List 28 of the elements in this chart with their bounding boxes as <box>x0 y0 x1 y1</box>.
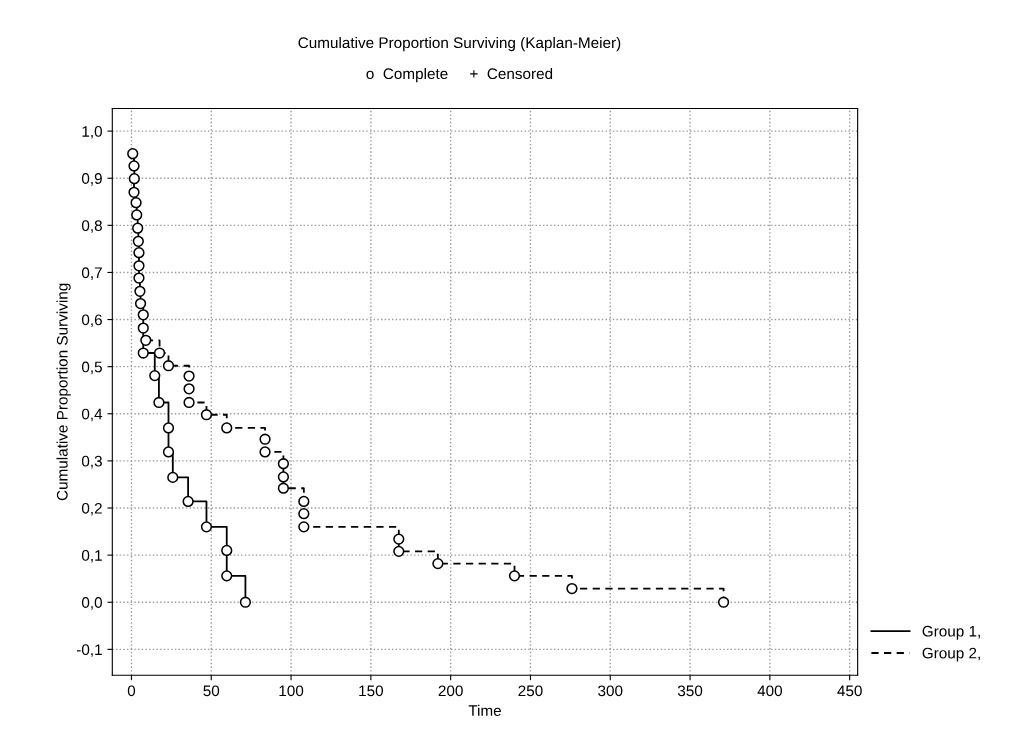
y-tick-label: -0,1 <box>76 644 102 657</box>
x-tick-label: 300 <box>598 685 623 697</box>
chart-title: Cumulative Proportion Surviving (Kaplan-Meier) <box>298 36 621 52</box>
x-tick-label: 450 <box>837 685 862 697</box>
x-tick-label: 50 <box>203 685 220 697</box>
x-tick-label: 100 <box>279 685 304 697</box>
x-tick-label: 350 <box>677 685 703 697</box>
x-tick-label: 200 <box>438 685 463 697</box>
y-tick-label: 0,5 <box>81 361 102 375</box>
x-tick-label: 150 <box>359 685 384 697</box>
x-tick-label: 0 <box>127 685 136 697</box>
y-tick-label: 0,1 <box>81 550 102 563</box>
y-tick-label: 0,0 <box>81 597 102 610</box>
y-tick-label: 0,9 <box>81 173 102 186</box>
y-tick-label: 0,4 <box>81 408 103 422</box>
y-tick-label: 0,8 <box>81 220 102 233</box>
x-axis-title: Time <box>468 704 501 717</box>
y-tick-label: 0,3 <box>81 455 102 469</box>
legend-label: Group 1, <box>922 625 980 640</box>
y-tick-label: 0,6 <box>81 314 102 328</box>
y-tick-label: 0,7 <box>81 267 102 280</box>
chart-subtitle: o Complete + Censored <box>366 67 553 83</box>
x-tick-label: 400 <box>757 685 783 697</box>
legend-label: Group 2, <box>922 647 980 662</box>
y-axis-title: Cumulative Proportion Surviving <box>56 283 71 501</box>
x-tick-label: 250 <box>518 685 543 697</box>
y-tick-label: 0,2 <box>81 502 102 516</box>
y-tick-label: 1,0 <box>82 125 102 139</box>
